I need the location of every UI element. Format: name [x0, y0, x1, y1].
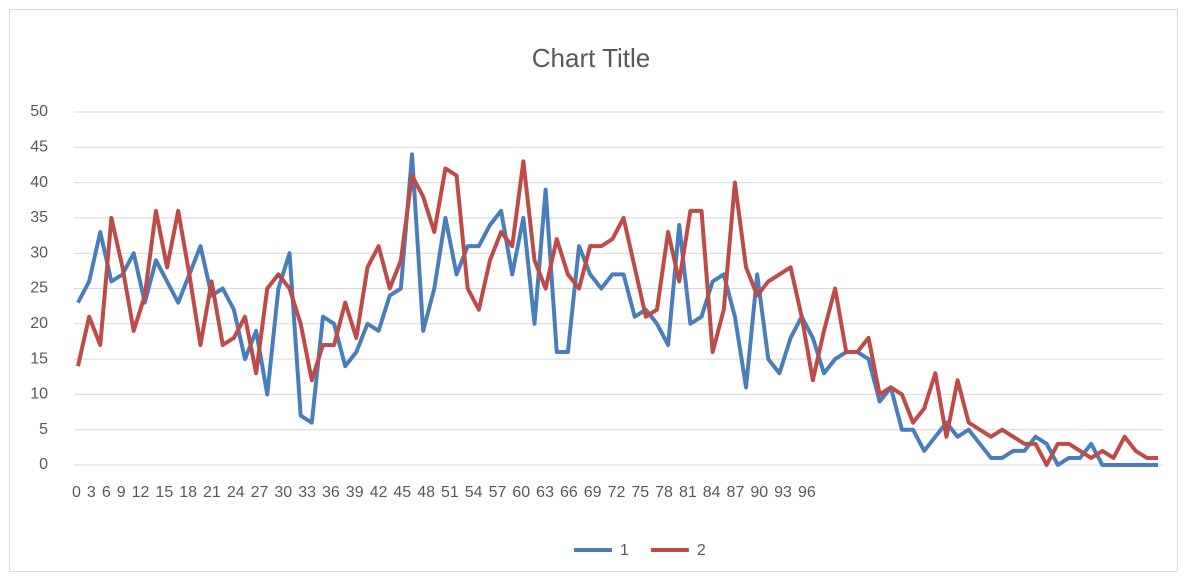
x-tick-label: 84 — [703, 484, 721, 501]
y-tick-label: 40 — [30, 174, 48, 191]
x-tick-label: 51 — [441, 484, 459, 501]
series-line — [76, 152, 1158, 467]
x-tick-label: 0 — [72, 484, 81, 501]
legend-label: 1 — [620, 542, 629, 559]
y-tick-label: 45 — [30, 139, 48, 156]
x-tick-label: 33 — [298, 484, 316, 501]
x-tick-label: 63 — [536, 484, 554, 501]
chart-border — [9, 9, 1178, 572]
y-tick-label: 25 — [30, 280, 48, 297]
x-tick-label: 78 — [655, 484, 673, 501]
x-tick-label: 45 — [393, 484, 411, 501]
y-tick-label: 10 — [30, 386, 48, 403]
x-tick-label: 9 — [117, 484, 126, 501]
x-tick-label: 48 — [417, 484, 435, 501]
x-tick-label: 30 — [274, 484, 292, 501]
x-tick-label: 81 — [679, 484, 697, 501]
legend-label: 2 — [697, 542, 706, 559]
x-tick-label: 6 — [102, 484, 111, 501]
x-tick-label: 60 — [512, 484, 530, 501]
chart-title: Chart Title — [532, 43, 651, 73]
x-tick-label: 27 — [251, 484, 269, 501]
x-tick-label: 93 — [774, 484, 792, 501]
x-tick-label: 18 — [179, 484, 197, 501]
x-tick-label: 12 — [132, 484, 150, 501]
x-tick-label: 3 — [87, 484, 96, 501]
x-tick-label: 36 — [322, 484, 340, 501]
x-tick-label: 57 — [489, 484, 507, 501]
x-tick-label: 21 — [203, 484, 221, 501]
y-tick-label: 50 — [30, 103, 48, 120]
x-tick-label: 39 — [346, 484, 364, 501]
x-tick-label: 87 — [727, 484, 745, 501]
x-tick-label: 75 — [631, 484, 649, 501]
y-tick-label: 20 — [30, 315, 48, 332]
y-tick-label: 35 — [30, 209, 48, 226]
x-tick-label: 96 — [798, 484, 816, 501]
x-tick-label: 72 — [608, 484, 626, 501]
x-tick-label: 66 — [560, 484, 578, 501]
series-line — [76, 159, 1158, 467]
y-tick-label: 0 — [39, 456, 48, 473]
x-tick-label: 54 — [465, 484, 483, 501]
y-tick-label: 15 — [30, 350, 48, 367]
x-tick-label: 24 — [227, 484, 245, 501]
x-tick-label: 90 — [750, 484, 768, 501]
x-tick-label: 42 — [370, 484, 388, 501]
x-tick-label: 15 — [155, 484, 173, 501]
y-tick-label: 30 — [30, 244, 48, 261]
y-tick-label: 5 — [39, 421, 48, 438]
x-tick-label: 69 — [584, 484, 602, 501]
